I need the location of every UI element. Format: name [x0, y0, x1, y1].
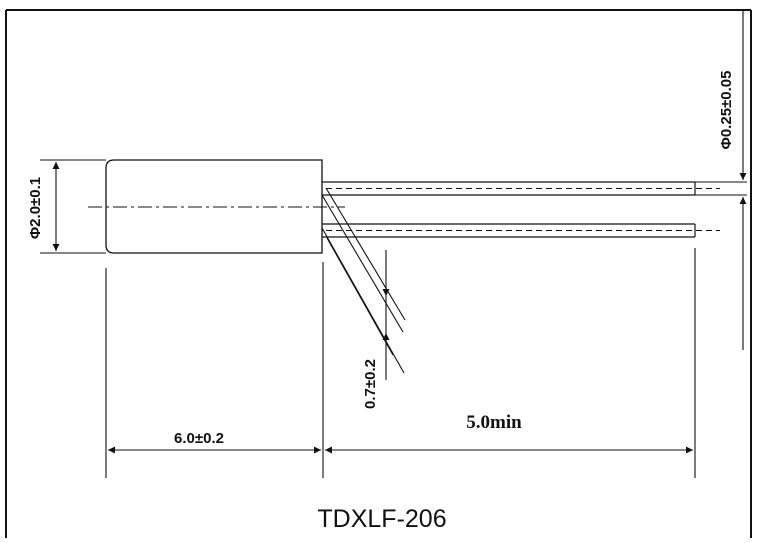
lead-lower — [322, 223, 720, 238]
body-diameter-label: Φ2.0±0.1 — [27, 177, 44, 239]
lead-spacing-extension-lines — [321, 187, 406, 374]
drawing-border — [5, 9, 752, 538]
lead-length-label: 5.0min — [466, 412, 522, 433]
body-length-label: 6.0±0.2 — [174, 430, 224, 447]
crystal-body — [105, 159, 323, 254]
lead-diameter-dimension — [695, 10, 747, 350]
lead-diameter-label: Φ0.25±0.05 — [718, 71, 735, 150]
lead-spacing-label: 0.7±0.2 — [362, 359, 379, 409]
part-number-title: TDXLF-206 — [317, 505, 446, 533]
length-extension-lines — [105, 248, 696, 478]
body-diameter-dimension — [40, 159, 106, 254]
lead-upper — [322, 181, 720, 196]
